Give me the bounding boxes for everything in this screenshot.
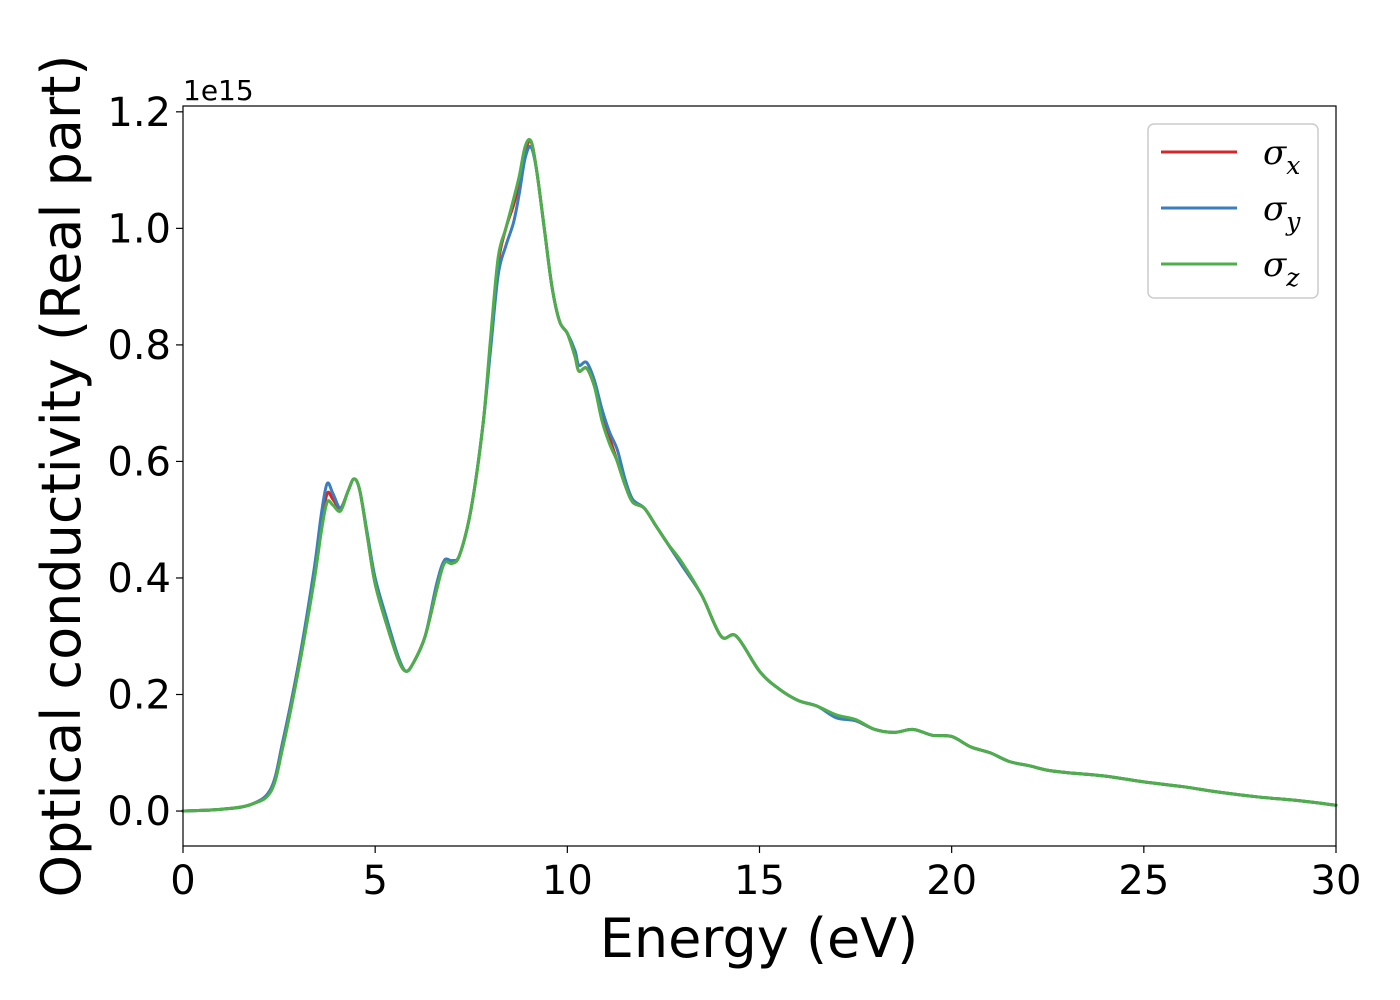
legend-entries: σx σy σz [1161, 133, 1301, 292]
x-tick-label: 30 [1311, 858, 1362, 904]
legend-box [1147, 123, 1319, 299]
legend-label-y: σy [1263, 189, 1301, 236]
x-tick-label: 15 [734, 858, 785, 904]
x-axis-ticks: 0 5 10 15 20 25 30 [170, 846, 1361, 904]
series-line-z [181, 137, 1338, 813]
x-tick-label: 0 [170, 858, 195, 904]
x-tick-label: 25 [1118, 858, 1169, 904]
plot-background [183, 106, 1336, 846]
x-tick-label: 10 [542, 858, 593, 904]
x-tick-label: 20 [926, 858, 977, 904]
series-layer [181, 137, 1338, 813]
y-tick-label: 0.2 [107, 673, 171, 719]
y-tick-label: 1.2 [107, 90, 171, 136]
y-axis-ticks: 0.0 0.2 0.4 0.6 0.8 1.0 1.2 [107, 90, 183, 835]
y-tick-label: 1.0 [107, 206, 171, 252]
y-tick-label: 0.8 [107, 323, 171, 369]
y-tick-label: 0.0 [107, 789, 171, 835]
y-tick-label: 0.6 [107, 439, 171, 485]
y-tick-label: 0.4 [107, 556, 171, 602]
x-axis-label: Energy (eV) [600, 907, 919, 970]
legend-label-z: σz [1263, 245, 1300, 292]
x-tick-label: 5 [362, 858, 387, 904]
y-axis-label: Optical conductivity (Real part) [30, 55, 93, 898]
legend: σx σy σz [1147, 123, 1319, 299]
y-offset-label: 1e15 [183, 74, 254, 107]
legend-label-x: σx [1263, 133, 1300, 180]
